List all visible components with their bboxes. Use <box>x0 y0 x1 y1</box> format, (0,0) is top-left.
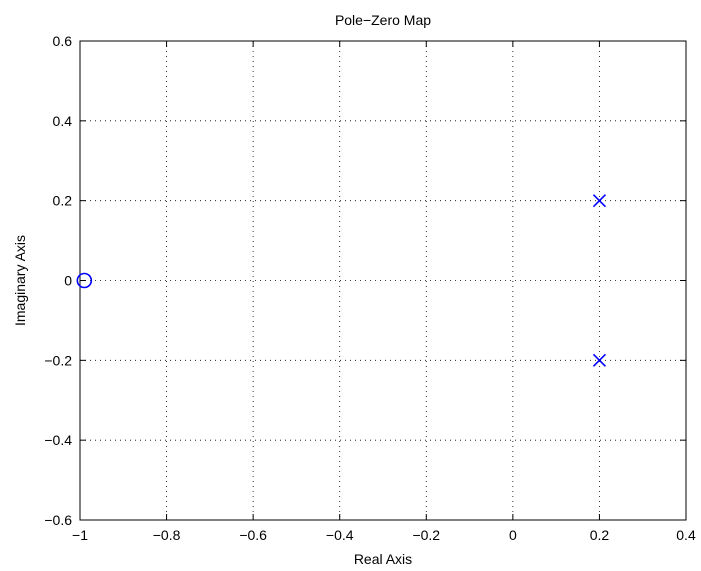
data-markers <box>76 194 606 367</box>
y-tick-label: 0.6 <box>53 33 73 49</box>
plot-area-frame <box>79 40 687 521</box>
x-tick-label: 0.4 <box>676 527 696 543</box>
y-tick-label: −0.6 <box>44 512 72 528</box>
y-axis-label: Imaginary Axis <box>12 235 28 326</box>
y-tick-label: 0.2 <box>53 193 73 209</box>
zero-marker <box>76 272 93 289</box>
x-tick-label: −0.2 <box>412 527 440 543</box>
x-axis-label: Real Axis <box>354 551 412 567</box>
y-tick-label: −0.4 <box>44 432 72 448</box>
x-tick-label: −0.4 <box>326 527 354 543</box>
y-tick-label: 0 <box>64 273 72 289</box>
pole-marker <box>592 353 606 367</box>
x-tick-label: 0 <box>509 527 517 543</box>
x-tick-label: −1 <box>72 527 88 543</box>
pole-marker <box>592 194 606 208</box>
x-tick-label: −0.8 <box>153 527 181 543</box>
x-tick-label: −0.6 <box>239 527 267 543</box>
grid <box>80 41 686 520</box>
pole-marker-stroke <box>592 353 606 367</box>
y-tick-label: 0.4 <box>53 113 73 129</box>
pole-marker-stroke <box>592 194 606 208</box>
x-tick-labels: −1 −0.8 −0.6 −0.4 −0.2 0 0.2 0.4 <box>72 527 696 543</box>
x-tick-label: 0.2 <box>590 527 610 543</box>
chart-title: Pole−Zero Map <box>335 12 431 28</box>
y-tick-labels: −0.6 −0.4 −0.2 0 0.2 0.4 0.6 <box>44 33 72 528</box>
y-tick-label: −0.2 <box>44 352 72 368</box>
